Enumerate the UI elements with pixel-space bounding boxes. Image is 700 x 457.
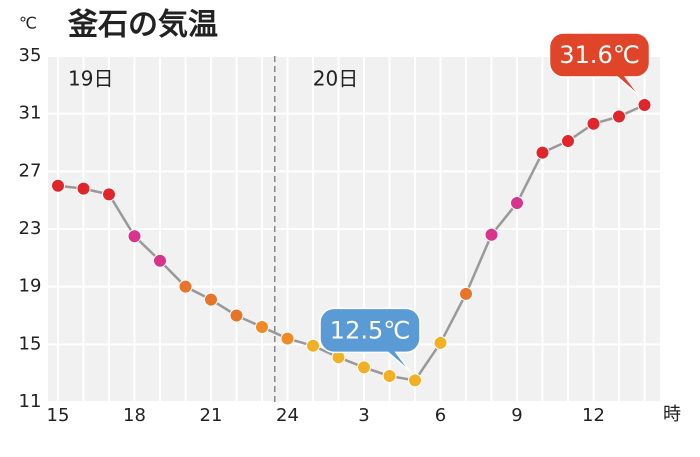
- data-point: [127, 229, 142, 244]
- data-point: [76, 181, 91, 196]
- y-tick-label: 15: [19, 333, 42, 354]
- x-tick-label: 3: [358, 405, 369, 426]
- y-axis-label: ℃: [19, 14, 37, 33]
- day-label: 19日: [68, 67, 113, 91]
- x-tick-label: 9: [511, 405, 522, 426]
- x-tick-label: 6: [435, 405, 446, 426]
- data-label: 12.5℃: [330, 316, 410, 344]
- x-tick-label: 21: [200, 405, 223, 426]
- data-point: [306, 338, 320, 353]
- x-axis-label: 時: [663, 404, 681, 425]
- data-point: [586, 116, 601, 131]
- callout-bubble: [319, 307, 421, 373]
- chart-title: 釜石の気温: [67, 8, 218, 43]
- data-point: [484, 227, 499, 242]
- data-point: [280, 331, 295, 346]
- data-point: [51, 178, 65, 193]
- x-tick-label: 24: [276, 405, 299, 426]
- data-point: [612, 109, 626, 124]
- data-label: 31.6℃: [559, 41, 639, 69]
- y-tick-label: 23: [19, 218, 42, 239]
- y-tick-label: 31: [19, 103, 42, 124]
- day-label: 20日: [313, 67, 358, 91]
- data-point: [433, 335, 448, 350]
- data-point: [255, 320, 269, 335]
- callout-bubble: [548, 32, 651, 98]
- y-tick-label: 35: [19, 45, 42, 66]
- data-point: [382, 369, 397, 384]
- data-point: [153, 253, 167, 268]
- data-point: [204, 292, 218, 307]
- y-tick-label: 27: [19, 160, 42, 181]
- y-tick-label: 11: [19, 391, 42, 412]
- x-tick-label: 15: [47, 405, 70, 426]
- data-point: [510, 196, 524, 211]
- data-point: [637, 98, 652, 113]
- data-point: [178, 279, 193, 294]
- data-point: [229, 308, 244, 323]
- data-point: [459, 286, 473, 301]
- data-point: [408, 373, 422, 388]
- y-tick-label: 19: [19, 276, 42, 297]
- data-point: [561, 134, 575, 149]
- data-point: [535, 145, 550, 160]
- data-point: [102, 187, 116, 202]
- data-point: [357, 360, 371, 375]
- x-tick-label: 18: [123, 405, 146, 426]
- x-tick-label: 12: [582, 405, 605, 426]
